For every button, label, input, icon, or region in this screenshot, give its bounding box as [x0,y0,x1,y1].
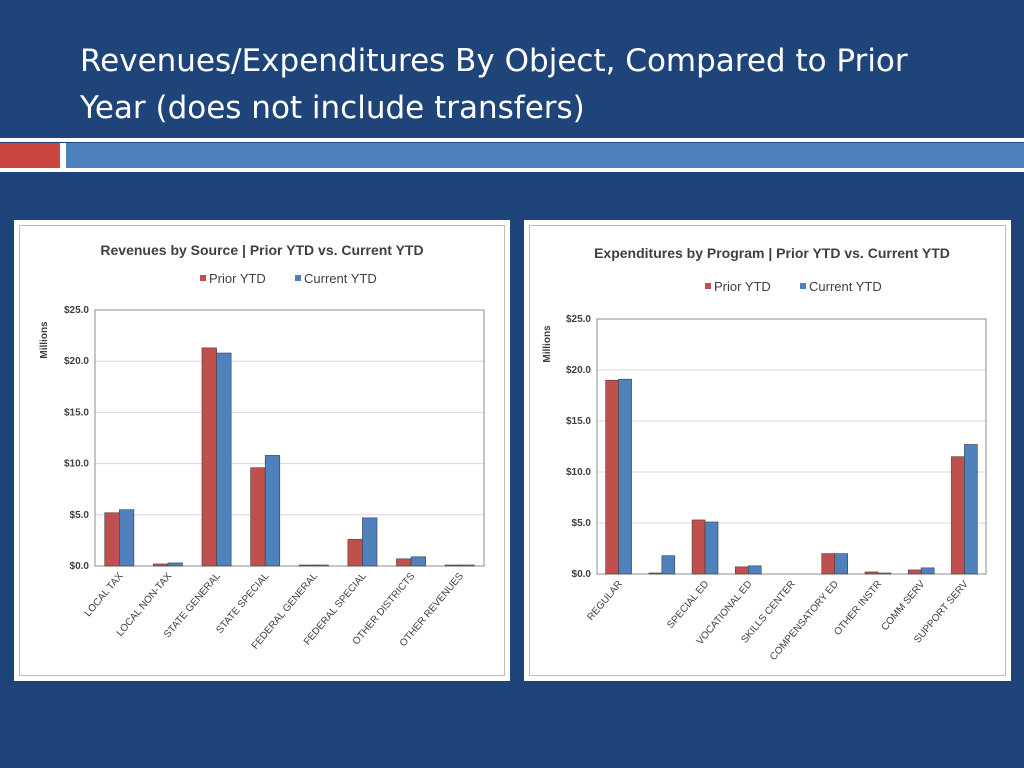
revenues-chart-panel: Revenues by Source | Prior YTD vs. Curre… [14,220,510,681]
expenditures-bar-prior-2 [691,519,706,575]
revenues-legend-label-1: Current YTD [304,271,377,286]
accent-gap [60,143,66,168]
revenues-legend-swatch-0 [200,275,206,281]
expenditures-legend-swatch-1 [800,283,806,289]
expenditures-bar-current-2 [704,521,719,575]
revenues-bar-current-0 [119,509,135,567]
expenditures-bar-current-7 [920,567,935,575]
expenditures-category-label: SPECIAL ED [665,579,711,631]
revenues-bar-current-2 [216,352,232,567]
expenditures-y-tick-label: $25.0 [566,314,591,325]
expenditures-bar-prior-8 [951,456,965,575]
expenditures-bar-prior-3 [735,566,749,575]
expenditures-bar-prior-6 [864,571,879,575]
expenditures-y-tick-label: $15.0 [566,416,591,427]
expenditures-chart-frame: Expenditures by Program | Prior YTD vs. … [529,225,1006,676]
revenues-category-label: LOCAL TAX [83,571,126,619]
revenues-bar-prior-3 [250,467,266,567]
expenditures-bar-current-0 [618,378,632,575]
expenditures-bar-current-5 [834,553,848,575]
expenditures-category-label: COMM SERV [880,579,928,633]
revenues-bar-prior-2 [201,347,217,567]
expenditures-bar-prior-0 [605,379,619,575]
expenditures-y-tick-label: $10.0 [566,467,591,478]
revenues-legend-label-0: Prior YTD [209,271,266,286]
expenditures-bar-current-8 [964,444,978,575]
revenues-bar-prior-4 [298,564,315,567]
expenditures-bar-current-1 [661,555,676,575]
revenues-bar-current-3 [264,455,281,567]
revenues-chart-title: Revenues by Source | Prior YTD vs. Curre… [100,242,423,258]
revenues-y-tick-label: $20.0 [64,356,89,367]
expenditures-y-tick-label: $5.0 [572,518,592,529]
revenues-y-tick-label: $10.0 [64,459,89,470]
expenditures-legend-label-1: Current YTD [809,279,882,294]
expenditures-category-label: REGULAR [585,579,625,623]
revenues-legend-swatch-1 [295,275,301,281]
revenues-y-tick-label: $25.0 [64,305,89,316]
expenditures-y-tick-label: $0.0 [572,569,592,580]
revenues-y-tick-label: $0.0 [70,561,90,572]
revenues-chart: Revenues by Source | Prior YTD vs. Curre… [39,242,485,652]
revenues-bar-prior-0 [104,512,120,567]
revenues-y-tick-label: $5.0 [70,510,90,521]
accent-blue-bar [66,143,1024,168]
revenues-category-label: STATE SPECIAL [214,571,271,636]
expenditures-chart: Expenditures by Program | Prior YTD vs. … [542,245,987,663]
revenues-bar-prior-1 [153,563,169,567]
expenditures-category-label: OTHER INSTR [832,579,884,638]
revenues-plot-area [94,309,485,567]
title-divider-top [0,138,1024,142]
revenues-bar-current-5 [362,517,378,567]
revenues-bar-current-7 [459,564,475,567]
title-divider-bottom [0,168,1024,172]
revenues-bar-prior-5 [347,539,363,567]
expenditures-y-axis-label: Millions [542,325,553,363]
revenues-bar-current-1 [167,562,183,567]
expenditures-legend-swatch-0 [705,283,711,289]
expenditures-bar-prior-1 [648,572,663,575]
revenues-bar-prior-7 [444,564,460,567]
accent-red-block [0,143,60,168]
expenditures-chart-title: Expenditures by Program | Prior YTD vs. … [594,245,950,261]
revenues-bar-current-6 [410,556,426,567]
expenditures-bar-prior-7 [907,569,922,575]
expenditures-bar-prior-5 [821,553,836,575]
revenues-bar-current-4 [313,564,329,567]
revenues-chart-frame: Revenues by Source | Prior YTD vs. Curre… [19,225,505,676]
expenditures-plot-area [596,318,987,575]
revenues-bar-prior-6 [396,558,412,567]
slide-title: Revenues/Expenditures By Object, Compare… [80,43,908,126]
revenues-y-axis-label: Millions [39,321,50,359]
expenditures-bar-current-3 [747,565,762,575]
expenditures-chart-panel: Expenditures by Program | Prior YTD vs. … [524,220,1011,681]
expenditures-y-tick-label: $20.0 [566,365,591,376]
expenditures-bar-current-6 [877,572,892,575]
revenues-y-tick-label: $15.0 [64,407,89,418]
expenditures-legend-label-0: Prior YTD [714,279,771,294]
